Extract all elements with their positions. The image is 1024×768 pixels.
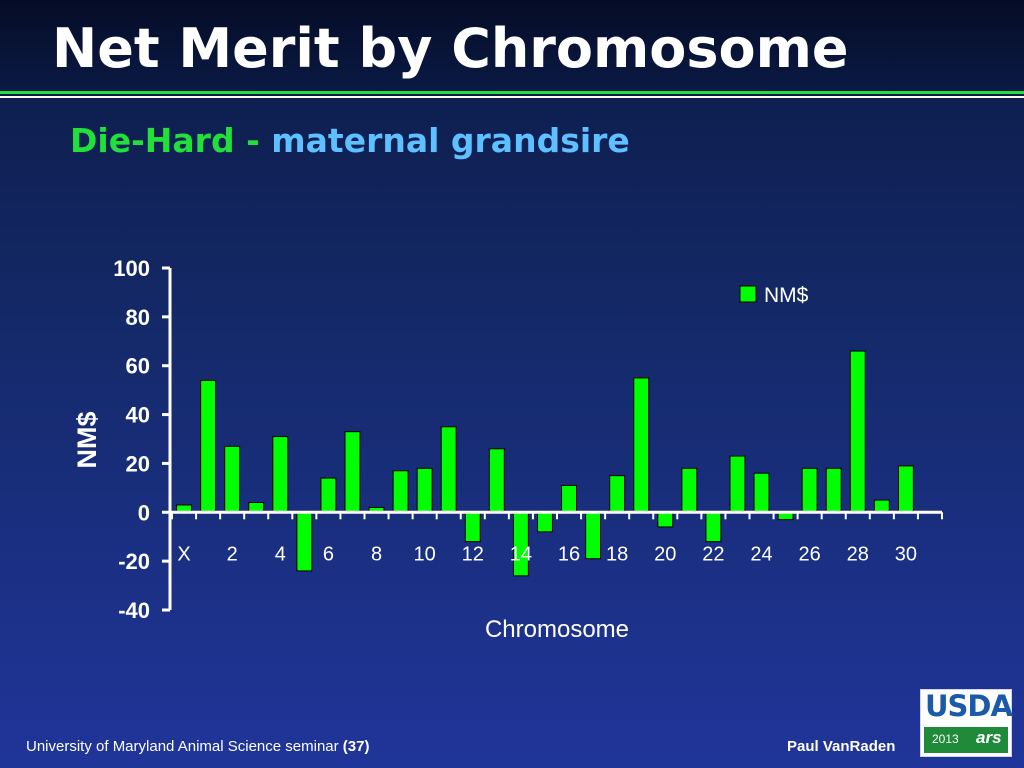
bar-chr-23 — [729, 455, 746, 513]
x-tick-label: 26 — [799, 543, 821, 565]
y-tick-label: 40 — [126, 403, 150, 428]
x-tick-label: 30 — [895, 543, 917, 565]
y-tick-label: 0 — [138, 500, 150, 525]
bar-chr-7 — [344, 431, 361, 513]
usda-logo-text: USDA — [925, 689, 1013, 723]
x-tick-label: 10 — [414, 543, 436, 565]
y-tick-label: -40 — [118, 598, 150, 623]
title-rule-white — [0, 96, 1024, 98]
x-tick-label: 14 — [510, 543, 532, 565]
legend-swatch — [739, 285, 757, 303]
usda-logo-year: 2013 — [932, 732, 959, 746]
bar-chr-24 — [753, 472, 770, 513]
bar-chr-18 — [609, 475, 626, 513]
bar-chr-2 — [224, 445, 241, 513]
footer-author: Paul VanRaden — [787, 738, 896, 755]
footer-seminar: University of Maryland Animal Science se… — [26, 738, 369, 755]
bar-chr-16 — [561, 484, 577, 513]
subtitle-description: maternal grandsire — [271, 121, 630, 160]
x-tick-label: 20 — [654, 543, 676, 565]
y-tick-label: 80 — [126, 305, 150, 330]
x-tick-label: 16 — [558, 543, 580, 565]
y-tick-label: 60 — [126, 354, 150, 379]
legend-label: NM$ — [764, 284, 809, 307]
bar-chr-1 — [200, 379, 217, 513]
title-bar — [0, 0, 1024, 96]
bar-chr-12 — [464, 511, 481, 543]
usda-logo-band: 2013 ars — [924, 727, 1008, 753]
bar-chr-21 — [681, 467, 698, 513]
bar-chr-22 — [705, 511, 722, 543]
x-tick-label: 22 — [702, 543, 724, 565]
ars-logo-mark: ars — [976, 728, 1002, 747]
usda-logo: USDA 2013 ars — [920, 689, 1013, 757]
bar-chr-26 — [801, 467, 818, 513]
bar-chr-5 — [296, 511, 313, 572]
bar-chr-28 — [849, 350, 866, 513]
bar-chr-9 — [392, 470, 409, 513]
title-rule-green — [0, 91, 1024, 94]
footer-seminar-text: University of Maryland Animal Science se… — [26, 738, 343, 755]
slide-title: Net Merit by Chromosome — [52, 17, 849, 80]
y-axis-title: NM$ — [72, 411, 102, 468]
footer-page-number: (37) — [342, 738, 370, 755]
subtitle-bull-name: Die-Hard — [70, 121, 235, 160]
bar-chr-10 — [416, 467, 433, 513]
y-tick-label: -20 — [118, 549, 150, 574]
bar-chr-27 — [825, 467, 842, 513]
x-axis-title: Chromosome — [485, 616, 629, 643]
y-tick-label: 100 — [113, 256, 150, 281]
bar-chr-30 — [897, 465, 914, 513]
x-tick-label: 2 — [227, 543, 238, 565]
bar-chr-6 — [320, 477, 337, 513]
x-tick-label: 24 — [750, 543, 772, 565]
bar-chr-13 — [488, 448, 505, 513]
bar-chr-15 — [537, 511, 553, 533]
x-tick-label: 8 — [371, 543, 382, 565]
bar-chr-19 — [633, 377, 650, 513]
x-tick-label: 6 — [323, 543, 334, 565]
bar-chr-11 — [440, 426, 457, 513]
bar-chr-17 — [585, 511, 602, 560]
y-tick-label: 20 — [126, 451, 150, 476]
x-tick-label: X — [177, 543, 190, 565]
x-tick-label: 4 — [275, 543, 286, 565]
bar-chr-4 — [272, 436, 289, 513]
slide-subtitle: Die-Hard - maternal grandsire — [70, 124, 630, 157]
bar-chr-29 — [873, 499, 890, 513]
x-tick-label: 18 — [606, 543, 628, 565]
x-tick-label: 12 — [462, 543, 484, 565]
x-tick-label: 28 — [847, 543, 869, 565]
bar-chr-20 — [657, 511, 674, 528]
subtitle-separator: - — [234, 121, 272, 160]
